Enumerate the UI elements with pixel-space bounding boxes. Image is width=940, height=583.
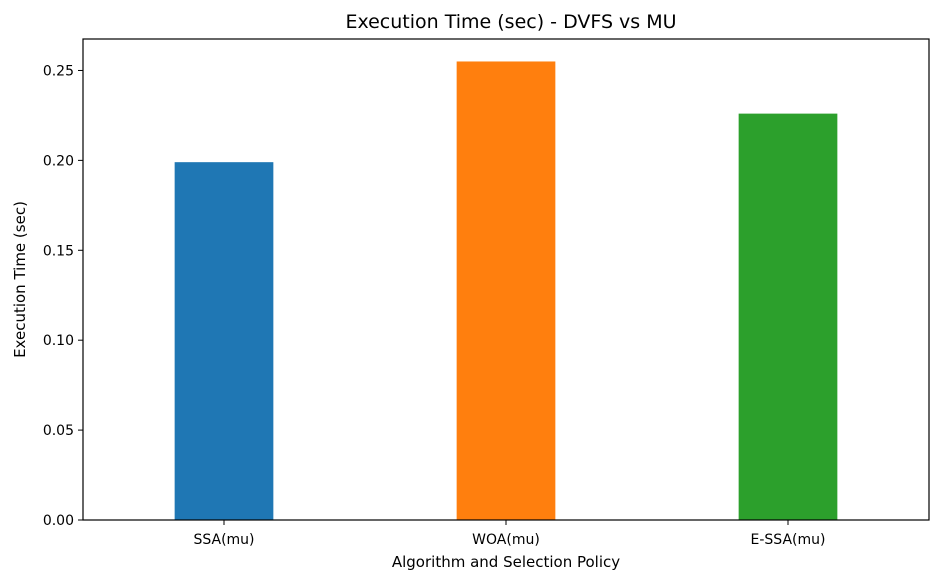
x-axis-ticks: SSA(mu) WOA(mu) E-SSA(mu) — [193, 520, 825, 548]
x-tick-label: SSA(mu) — [193, 532, 254, 548]
x-axis-title: Algorithm and Selection Policy — [392, 553, 620, 571]
bar-e-ssa-mu — [738, 113, 838, 520]
plot-frame — [82, 38, 930, 521]
chart-title: Execution Time (sec) - DVFS vs MU — [345, 11, 676, 33]
y-axis-title: Execution Time (sec) — [11, 201, 29, 358]
y-tick-label: 0.10 — [43, 333, 74, 349]
bar-ssa-mu — [174, 162, 274, 520]
bars-group — [174, 61, 838, 521]
y-tick-label: 0.20 — [43, 153, 74, 169]
x-tick-label: WOA(mu) — [472, 532, 540, 548]
y-axis-ticks: 0.00 0.05 0.10 0.15 0.20 0.25 — [43, 63, 83, 529]
y-tick-label: 0.15 — [43, 243, 74, 259]
y-tick-label: 0.00 — [43, 513, 74, 529]
y-tick-label: 0.25 — [43, 63, 74, 79]
x-tick-label: E-SSA(mu) — [751, 532, 826, 548]
y-tick-label: 0.05 — [43, 423, 74, 439]
bar-woa-mu — [456, 61, 556, 521]
